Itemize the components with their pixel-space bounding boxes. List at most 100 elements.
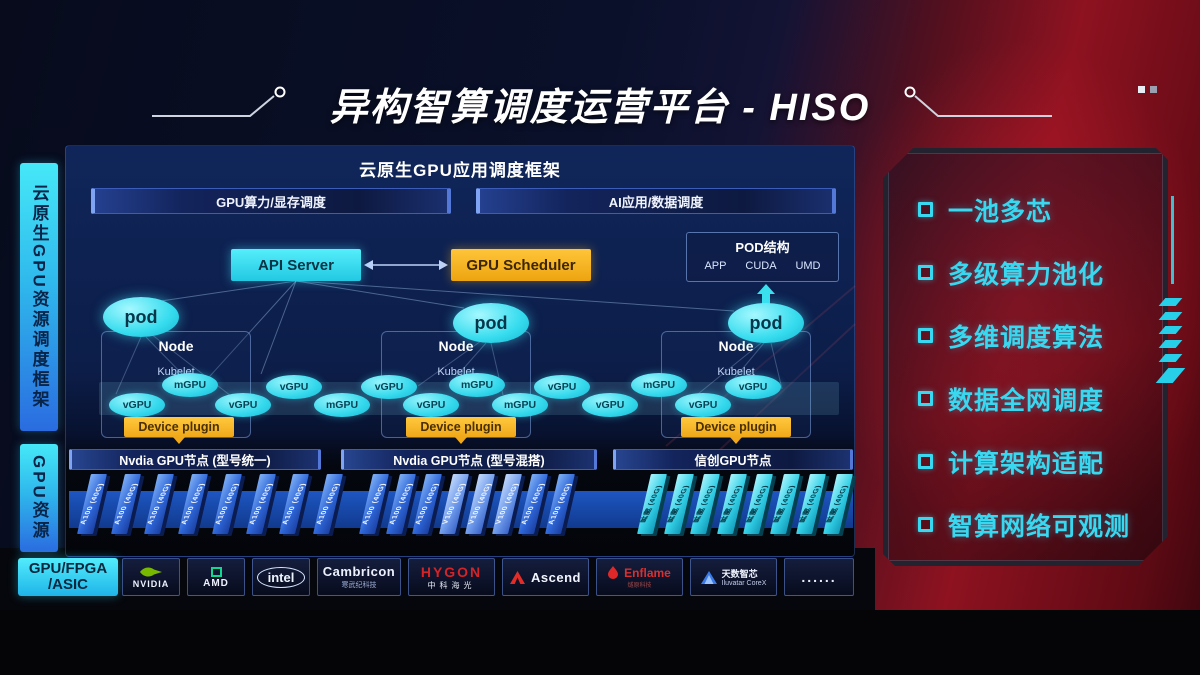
sidebar-label-top-text: 云原生GPU资源调度框架 [29,184,49,410]
gpu-card: 昇腾 (40G) [716,474,747,534]
hash-marks-decoration [1155,298,1186,389]
square-bullet-icon [918,391,933,406]
gpu-oval: vGPU [109,393,165,417]
gpu-card-group-1: A100 (40G) A100 (40G) A100 (40G) A100 (4… [77,474,343,538]
gpu-card: A100 (40G) [110,474,141,534]
gpu-oval: vGPU [266,375,322,399]
feature-list: 一池多芯 多级算力池化 多维调度算法 数据全网调度 计算架构适配 智算网络可观测 [918,191,1130,569]
square-bullet-icon [918,454,933,469]
panel-header: 云原生GPU应用调度框架 [359,161,561,180]
gpu-node-bar-uniform: Nvdia GPU节点 (型号统一) [69,449,321,470]
amd-logo-icon [210,566,222,577]
gpu-card-group-3: 昇腾 (40G) 昇腾 (40G) 昇腾 (40G) 昇腾 (40G) 昇腾 (… [637,474,853,538]
feature-panel: 一池多芯 多级算力池化 多维调度算法 数据全网调度 计算架构适配 智算网络可观测 [883,148,1168,566]
bar-gpu-compute-scheduling: GPU算力/显存调度 [91,188,451,214]
sidebar-label-gpu-resource: GPU资源 [20,444,58,552]
gpu-scheduler-box: GPU Scheduler [451,249,591,281]
gpu-card: A100 (40G) [279,474,310,534]
nvidia-logo-icon [140,567,162,577]
pod-structure-box: POD结构 APP CUDA UMD [686,232,839,282]
pod-structure-item-umd: UMD [795,260,821,272]
gpu-node-bar-mixed: Nvdia GPU节点 (型号混搭) [341,449,597,470]
node-title: Node [158,338,194,354]
gpu-card: V100 (40G) [438,474,469,534]
page-title: 异构智算调度运营平台 - HISO [329,87,871,129]
square-bullet-icon [918,517,933,532]
right-edge-accent-line [1171,196,1174,284]
gpu-oval: vGPU [582,393,638,417]
pod-oval-3: pod [728,303,804,343]
device-plugin-tag-1: Device plugin [124,417,234,444]
intel-logo-icon: intel [256,566,306,588]
sidebar-label-bottom-text: GPU资源 [29,455,49,541]
bar-ai-data-scheduling: AI应用/数据调度 [476,188,836,214]
api-server-box: API Server [231,249,361,281]
pod-oval-1: pod [103,297,179,337]
gpu-oval: vGPU [725,375,781,399]
feature-item: 多维调度算法 [918,317,1130,354]
scheduler-framework-panel: 云原生GPU应用调度框架 GPU算力/显存调度 AI应用/数据调度 API Se… [65,145,856,557]
device-plugin-tag-2: Device plugin [406,417,516,444]
vendor-row: NVIDIA AMD intel Cambricon 寒武纪科技 HYGON 中… [122,558,860,596]
square-bullet-icon [918,328,933,343]
gpu-node-bar-xinchuang: 信创GPU节点 [613,449,853,470]
title-left-circuit-decoration [152,86,286,117]
iluvatar-logo-icon [700,570,717,584]
node-title: Node [718,338,754,354]
feature-item: 智算网络可观测 [918,506,1130,543]
gpu-card: 昇腾 (40G) [769,474,800,534]
gpu-card: A100 (40G) [144,474,175,534]
gpu-card: 昇腾 (40G) [796,474,827,534]
vendor-more: ...... [784,558,854,596]
gpu-oval: mGPU [492,393,548,417]
gpu-card: 昇腾 (40G) [690,474,721,534]
gpu-card: V100 (40G) [491,474,522,534]
gpu-card: A100 (40G) [518,474,549,534]
gpu-card: 昇腾 (40G) [743,474,774,534]
vendor-cambricon: Cambricon 寒武纪科技 [317,558,401,596]
gpu-oval: mGPU [449,373,505,397]
gpu-card-group-2: A100 (40G) A100 (40G) A100 (40G) V100 (4… [359,474,575,538]
gpu-card: A100 (40G) [245,474,276,534]
pod-structure-item-app: APP [704,260,727,272]
gpu-oval: vGPU [361,375,417,399]
gpu-oval: vGPU [215,393,271,417]
vendor-nvidia: NVIDIA [122,558,180,596]
gpu-oval: vGPU [403,393,459,417]
gpu-oval: mGPU [631,373,687,397]
gpu-oval: mGPU [162,373,218,397]
gpu-card: A100 (40G) [385,474,416,534]
square-bullet-icon [918,202,933,217]
gpu-oval: mGPU [314,393,370,417]
gpu-card: 昇腾 (40G) [663,474,694,534]
pod-structure-item-cuda: CUDA [745,260,777,272]
node-title: Node [438,338,474,354]
square-bullet-icon [918,265,933,280]
enflame-logo-icon [608,566,619,579]
pod-oval-2: pod [453,303,529,343]
title-right-circuit-decoration [904,86,1157,117]
ascend-logo-icon [510,570,526,584]
gpu-card: V100 (40G) [465,474,496,534]
gpu-card: A100 (40G) [178,474,209,534]
device-plugin-tag-3: Device plugin [681,417,791,444]
gpu-oval: vGPU [534,375,590,399]
feature-item: 一池多芯 [918,191,1130,228]
hardware-type-label: GPU/FPGA /ASIC [18,558,118,596]
sidebar-label-cloud-native-gpu: 云原生GPU资源调度框架 [20,163,58,431]
vendor-ascend: Ascend [502,558,589,596]
gpu-card: A100 (40G) [412,474,443,534]
gpu-card: A100 (40G) [211,474,242,534]
gpu-oval: vGPU [675,393,731,417]
feature-item: 数据全网调度 [918,380,1130,417]
vendor-amd: AMD [187,558,245,596]
vendor-iluvatar: 天数智芯 Iluvatar CoreX [690,558,777,596]
feature-item: 多级算力池化 [918,254,1130,291]
vendor-hygon: HYGON 中科海光 [408,558,495,596]
vendor-enflame: Enflame 燧原科技 [596,558,683,596]
pod-structure-title: POD结构 [735,240,790,255]
background-bottom-band [0,610,1200,675]
vendor-intel: intel [252,558,310,596]
feature-item: 计算架构适配 [918,443,1130,480]
